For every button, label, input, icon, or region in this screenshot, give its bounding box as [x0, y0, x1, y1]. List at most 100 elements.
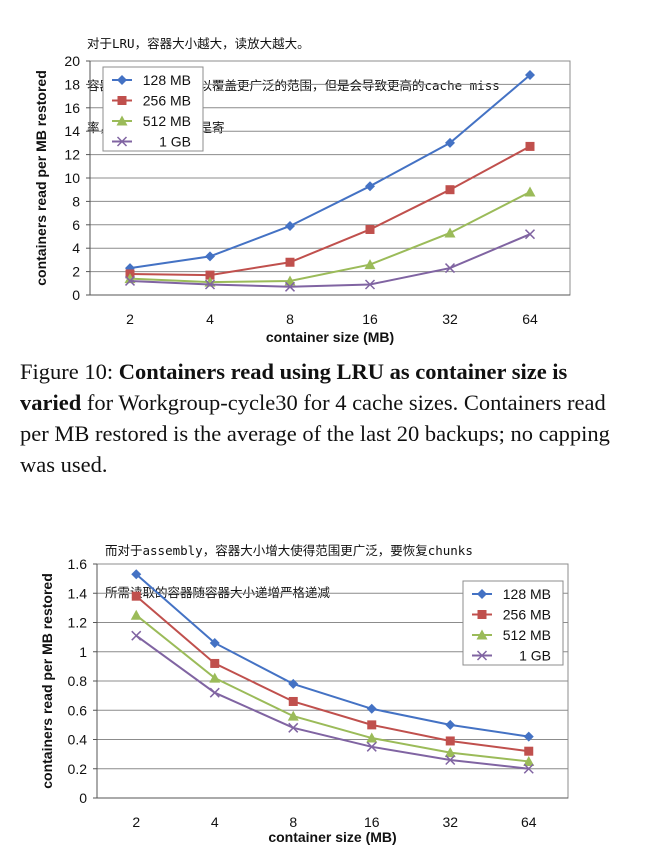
data-point — [131, 569, 142, 580]
chart1-legend: 128 MB 256 MB 512 MB 1 GB — [102, 66, 204, 152]
data-point — [205, 251, 215, 262]
x-tick-label: 16 — [362, 311, 378, 327]
data-point — [285, 257, 295, 267]
data-point — [210, 658, 220, 668]
legend-label: 512 MB — [143, 113, 191, 129]
series-line — [135, 614, 529, 763]
data-point — [284, 275, 296, 286]
legend-label: 128 MB — [143, 72, 191, 88]
y-tick-label: 4 — [72, 240, 80, 256]
legend-marker — [117, 75, 127, 85]
legend-marker — [477, 610, 487, 619]
chart2-legend: 128 MB 256 MB 512 MB 1 GB — [462, 580, 564, 666]
y-tick-label: 10 — [64, 170, 80, 186]
chart2-series-1 — [131, 569, 534, 742]
legend-marker — [116, 115, 128, 126]
legend-label: 256 MB — [143, 93, 191, 109]
x-tick-label: 8 — [286, 311, 294, 327]
chart2-series-3 — [130, 609, 535, 766]
data-point — [204, 279, 216, 290]
data-point — [524, 746, 534, 756]
y-tick-label: 0.8 — [68, 673, 88, 689]
series-line — [129, 233, 531, 288]
data-point — [444, 263, 456, 274]
data-point — [209, 687, 220, 698]
x-tick-label: 32 — [442, 814, 458, 830]
x-tick-label: 2 — [132, 814, 140, 830]
chart2-y-axis-label: containers read per MB restored — [39, 573, 55, 789]
chart1-series-1 — [125, 70, 535, 274]
data-point — [525, 141, 535, 151]
x-tick-label: 8 — [289, 814, 297, 830]
legend-label: 256 MB — [503, 607, 551, 623]
chart1-series-4 — [124, 229, 536, 292]
data-point — [205, 270, 215, 280]
caption-label: Figure 10: — [20, 359, 114, 384]
data-point — [131, 630, 142, 641]
data-point — [445, 137, 455, 148]
data-point — [367, 720, 377, 730]
y-tick-label: 6 — [72, 217, 80, 233]
caption-rest: for Workgroup-cycle30 for 4 cache sizes.… — [20, 390, 610, 477]
legend-label: 1 GB — [159, 134, 191, 150]
y-tick-label: 1 — [79, 644, 87, 660]
data-point — [209, 637, 220, 648]
y-tick-label: 0 — [72, 287, 80, 303]
data-point — [523, 731, 534, 742]
x-tick-label: 4 — [211, 814, 219, 830]
x-tick-label: 64 — [521, 814, 537, 830]
data-point — [444, 227, 456, 238]
figure-caption: Figure 10: Containers read using LRU as … — [20, 356, 620, 480]
data-point — [364, 259, 376, 270]
data-point — [445, 754, 456, 766]
data-point — [525, 70, 535, 81]
x-tick-label: 16 — [364, 814, 380, 830]
series-line — [135, 634, 529, 770]
y-tick-label: 12 — [64, 147, 80, 163]
series-line — [129, 74, 531, 270]
data-point — [523, 763, 534, 774]
y-tick-label: 8 — [72, 193, 80, 209]
y-tick-label: 1.2 — [68, 615, 88, 631]
series-line — [135, 573, 529, 738]
data-point — [130, 609, 142, 620]
data-point — [366, 741, 377, 752]
x-tick-label: 4 — [206, 311, 214, 327]
data-point — [288, 722, 299, 733]
data-point — [365, 181, 375, 192]
data-point — [445, 185, 455, 195]
y-tick-label: 2 — [72, 264, 80, 280]
x-tick-label: 64 — [522, 311, 538, 327]
data-point — [287, 710, 299, 721]
legend-label: 128 MB — [503, 586, 551, 602]
y-tick-label: 0.4 — [68, 732, 88, 748]
chart-lru-container-size: 0 2 4 6 8 10 12 14 16 18 20 2 4 8 16 32 64 container size… — [33, 53, 571, 345]
y-tick-label: 18 — [64, 76, 80, 92]
legend-marker — [476, 650, 488, 661]
data-point — [124, 275, 136, 286]
data-point — [445, 736, 455, 746]
chart2-series-4 — [131, 630, 534, 774]
data-point — [288, 678, 299, 689]
y-tick-label: 1.4 — [68, 585, 88, 601]
legend-marker — [116, 136, 128, 147]
data-point — [284, 281, 296, 292]
chart2-series-2 — [131, 591, 534, 756]
data-point — [366, 732, 378, 743]
annotation-bottom-line-1: 而对于assembly，容器大小增大使得范围更广泛，要恢复chunks — [105, 543, 473, 558]
data-point — [523, 755, 535, 766]
data-point — [288, 696, 298, 706]
chart1-y-axis-label: containers read per MB restored — [33, 70, 49, 286]
y-tick-label: 14 — [64, 123, 80, 139]
y-tick-label: 16 — [64, 100, 80, 116]
caption-bold: Containers read using LRU as container s… — [20, 359, 568, 415]
x-tick-label: 32 — [442, 311, 458, 327]
y-tick-label: 0.6 — [68, 702, 88, 718]
data-point — [366, 703, 377, 714]
annotation-top-line-1: 对于LRU，容器大小越大，读放大越大。 — [87, 36, 310, 51]
data-point — [285, 220, 295, 231]
y-tick-label: 1.6 — [68, 556, 88, 572]
data-point — [524, 229, 536, 240]
y-tick-label: 20 — [64, 53, 80, 69]
